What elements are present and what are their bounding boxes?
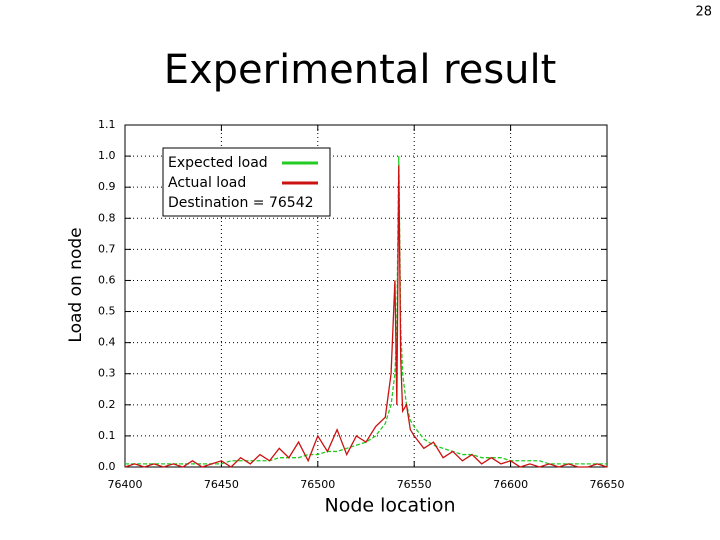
legend-label: Actual load [168,175,246,191]
y-tick-label: 0.7 [98,242,116,255]
data-line [124,165,608,468]
x-tick-label: 76650 [590,478,625,491]
y-tick-label: 0.4 [98,336,116,349]
legend-label: Expected load [168,155,268,171]
y-tick-label: 0.8 [98,211,116,224]
y-tick-label: 0.1 [98,429,116,442]
x-axis-label: Node location [324,495,455,517]
y-tick-label: 0.6 [98,273,116,286]
y-tick-label: 0.2 [98,398,116,411]
y-axis-label: Load on node [66,227,86,342]
x-tick-label: 76400 [108,478,143,491]
y-tick-label: 0.5 [98,305,116,318]
x-tick-label: 76500 [300,478,335,491]
y-tick-label: 0.9 [98,180,116,193]
page-number: 28 [695,5,712,20]
x-tick-label: 76550 [397,478,432,491]
y-tick-label: 1.0 [98,149,116,162]
x-tick-label: 76600 [493,478,528,491]
y-tick-label: 0.3 [98,367,116,380]
y-tick-label: 0.0 [98,460,116,473]
data-line [125,156,607,465]
chart-title: Experimental result [164,47,557,93]
x-tick-label: 76450 [204,478,239,491]
annotation: Destination = 76542 [168,195,314,211]
y-tick-label: 1.1 [98,118,116,131]
plot-frame [124,124,608,468]
